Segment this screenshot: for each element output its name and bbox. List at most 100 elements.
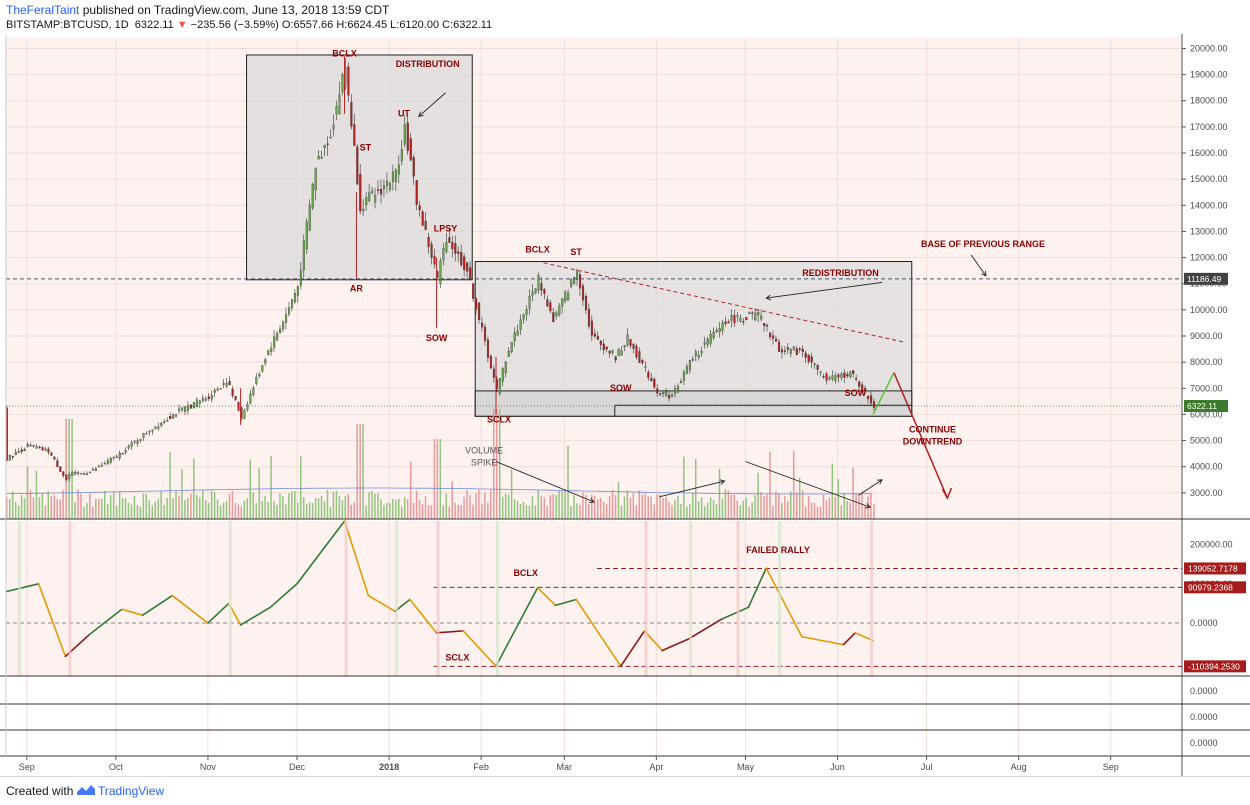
candle-body xyxy=(700,350,703,354)
candle-body xyxy=(819,371,822,373)
candle-body xyxy=(587,308,591,327)
volume-bar xyxy=(374,493,376,519)
volume-bar xyxy=(454,502,456,519)
candle-body xyxy=(121,453,124,455)
volume-bar xyxy=(62,489,64,519)
candle-body xyxy=(228,381,231,386)
oscillator-segment xyxy=(575,598,622,667)
candle-body xyxy=(754,312,757,321)
price-annotation: REDISTRIBUTION xyxy=(802,268,879,278)
volume-bar xyxy=(53,495,56,519)
candle-body xyxy=(418,205,421,211)
oscillator-segment xyxy=(343,520,370,597)
volume-bar xyxy=(6,496,8,519)
oscillator-segment xyxy=(495,586,539,667)
candle-body xyxy=(127,446,130,449)
tradingview-brand[interactable]: TradingView xyxy=(98,784,165,798)
ohlc-values: O:6557.66 H:6624.45 L:6120.00 C:6322.11 xyxy=(281,19,493,31)
candle-body xyxy=(169,416,172,419)
arrow-line xyxy=(745,461,871,508)
candle-body xyxy=(703,342,706,345)
volume-bar xyxy=(855,493,857,519)
price-annotation: DISTRIBUTION xyxy=(396,59,460,69)
volume-bar xyxy=(332,491,335,519)
volume-bars xyxy=(5,409,875,519)
volume-bar xyxy=(534,505,537,519)
candle-body xyxy=(383,185,386,190)
chart-area[interactable]: BCLX DISTRIBUTION UT ST LPSY AR SOW BCLX ST BASE … xyxy=(0,34,1250,776)
candle-body xyxy=(748,312,751,314)
volume-bar xyxy=(712,500,715,519)
highlight-bar xyxy=(17,521,21,676)
price-tick-label: 12000.00 xyxy=(1190,253,1228,263)
candle-body xyxy=(858,381,861,387)
oscillator-segment xyxy=(619,630,646,667)
oscillator-segment xyxy=(842,632,857,646)
candle-body xyxy=(368,192,371,201)
volume-bar xyxy=(552,494,554,519)
volume-bar xyxy=(127,502,130,519)
candle-body xyxy=(599,340,602,345)
candle-body xyxy=(377,189,380,192)
volume-bar xyxy=(807,495,810,519)
candle-body xyxy=(118,452,121,459)
candle-body xyxy=(225,383,228,387)
candle-body xyxy=(668,395,671,399)
candle-body xyxy=(178,408,181,411)
highlight-bar xyxy=(778,521,782,676)
candle-body xyxy=(653,378,656,388)
volume-bar xyxy=(697,501,700,519)
oscillator-level-label: -110394.2530 xyxy=(1188,661,1240,671)
candle-body xyxy=(466,262,469,272)
candle-body xyxy=(154,426,157,429)
volume-bar xyxy=(56,498,58,519)
volume-bar xyxy=(421,503,424,519)
candle-body xyxy=(769,332,772,338)
candle-body xyxy=(730,315,733,321)
candle-body xyxy=(798,348,801,350)
volume-bar xyxy=(83,506,85,519)
candle-body xyxy=(290,299,294,309)
volume-bar xyxy=(157,499,159,519)
candle-body xyxy=(279,328,282,333)
symbol-line: BITSTAMP:BTCUSD, 1D 6322.11 ▼ −235.56 (−… xyxy=(6,19,492,31)
candle-body xyxy=(433,256,436,265)
price-annotation: BCLX xyxy=(332,48,357,58)
volume-bar xyxy=(282,496,284,519)
volume-bar xyxy=(775,491,777,519)
base-range-arrow xyxy=(970,254,987,277)
candle-body xyxy=(83,473,86,475)
candle-body xyxy=(124,450,127,453)
candle-body xyxy=(210,394,213,400)
author-link[interactable]: TheFeralTaint xyxy=(6,3,80,17)
price-label-base-bg xyxy=(1184,272,1228,285)
candle-body xyxy=(510,342,513,352)
volume-bar xyxy=(558,490,560,519)
candle-body xyxy=(691,359,694,361)
volume-bar xyxy=(653,504,655,519)
time-tick-label: Jul xyxy=(921,762,933,772)
volume-bar xyxy=(291,491,293,519)
candle-body xyxy=(195,399,199,407)
candle-body xyxy=(86,473,89,475)
volume-bar xyxy=(614,495,617,519)
volume-bar xyxy=(561,491,563,519)
volume-annotation: VOLUME xyxy=(465,446,503,456)
volume-bar xyxy=(588,504,590,519)
volume-bar xyxy=(837,479,840,519)
candle-body xyxy=(709,333,712,344)
candle-body xyxy=(406,122,409,151)
candle-body xyxy=(534,288,537,294)
indicator-tick-label: 0.0000 xyxy=(1190,712,1218,722)
candle-body xyxy=(246,404,249,410)
price-annotation: SCLX xyxy=(487,414,511,424)
oscillator-segment xyxy=(37,582,67,658)
candle-body xyxy=(561,298,564,307)
volume-bar xyxy=(605,503,608,519)
volume-bar xyxy=(591,494,593,519)
volume-bar xyxy=(641,494,644,519)
volume-bar xyxy=(193,458,195,519)
arrow-head-icon xyxy=(981,270,987,277)
volume-bar xyxy=(65,419,67,519)
candle-body xyxy=(74,472,77,475)
